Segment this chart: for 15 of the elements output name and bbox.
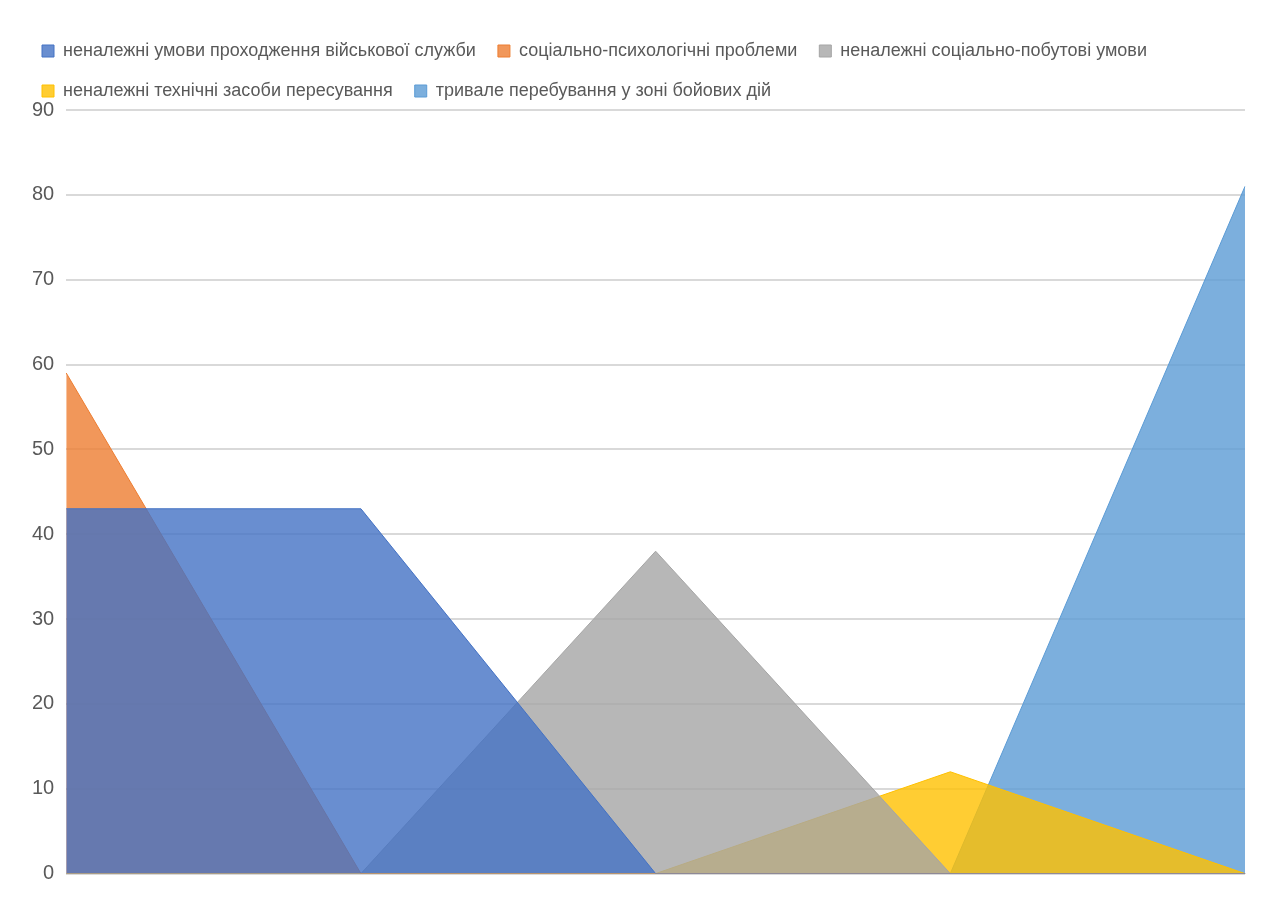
legend-label: неналежні технічні засоби пересування xyxy=(63,79,393,100)
y-tick-label: 80 xyxy=(32,182,55,205)
legend-label: неналежні соціально-побутові умови xyxy=(840,39,1147,60)
y-tick-label: 30 xyxy=(32,606,55,629)
y-tick-label: 20 xyxy=(32,691,55,714)
y-tick-label: 60 xyxy=(32,352,55,375)
y-tick-label: 10 xyxy=(32,776,55,799)
y-tick-label: 70 xyxy=(32,267,55,290)
y-tick-label: 50 xyxy=(32,436,55,459)
y-tick-label: 90 xyxy=(32,97,55,120)
legend-label: неналежні умови проходження військової служби xyxy=(63,39,476,60)
y-tick-label: 40 xyxy=(32,521,55,544)
legend-label: соціально-психологічні проблеми xyxy=(518,39,798,60)
legend-label: тривале перебування у зоні бойових дій xyxy=(435,79,771,100)
y-tick-label: 0 xyxy=(43,861,55,884)
